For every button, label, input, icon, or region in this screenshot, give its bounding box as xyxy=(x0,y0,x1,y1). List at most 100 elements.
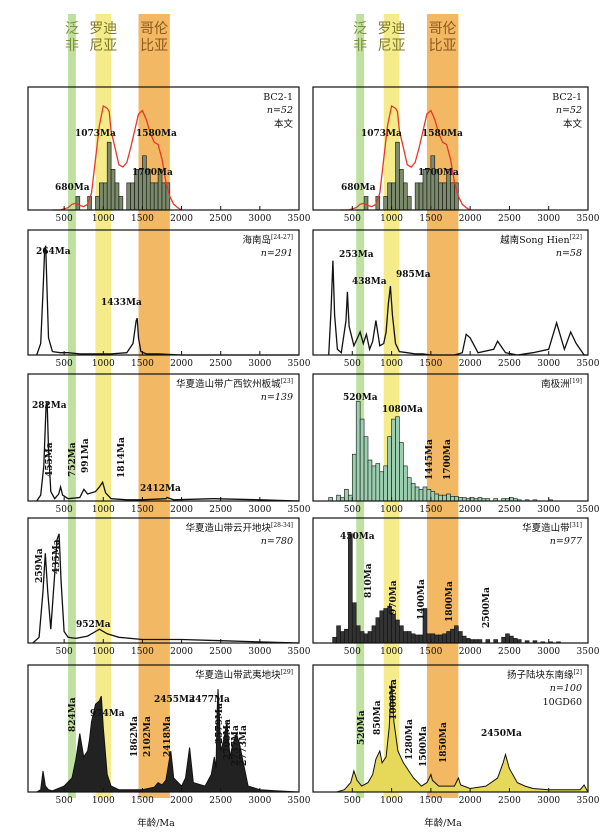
bin xyxy=(454,625,459,644)
bin xyxy=(118,196,124,211)
bin xyxy=(348,494,353,502)
bin xyxy=(142,155,147,211)
panel-n: n=52 xyxy=(267,105,293,116)
bin xyxy=(438,494,443,502)
band-label-fan: 泛 xyxy=(65,21,79,37)
bin xyxy=(430,633,436,644)
x-tick-label: 2500 xyxy=(498,214,521,224)
peak-label: 1850Ma xyxy=(439,722,449,763)
x-tick-label: 500 xyxy=(56,796,73,806)
bin xyxy=(406,631,412,644)
band-label-rodinia: 尼亚 xyxy=(378,38,406,54)
peak-label: 850Ma xyxy=(373,700,383,735)
bin xyxy=(344,488,349,502)
panel-frame xyxy=(27,373,300,502)
x-tick-label: 3500 xyxy=(577,796,600,806)
x-tick-label: 500 xyxy=(344,214,361,224)
bin xyxy=(426,488,432,502)
peak-label: 1862Ma xyxy=(130,716,140,757)
bin xyxy=(406,477,412,502)
x-tick-label: 1000 xyxy=(92,796,115,806)
peak-label: 2500Ma xyxy=(482,587,492,628)
peak-label: 1580Ma xyxy=(422,129,463,139)
x-tick-label: 1500 xyxy=(419,647,442,657)
peak-label: 1080Ma xyxy=(382,405,423,415)
bin xyxy=(110,169,116,211)
x-tick-label: 1000 xyxy=(92,214,115,224)
peak-label: 2418Ma xyxy=(163,716,173,757)
bin xyxy=(414,634,420,644)
panel-subtitle: 本文 xyxy=(274,118,294,130)
bin xyxy=(395,416,400,502)
band-label-fan: 非 xyxy=(65,38,79,54)
bin xyxy=(434,634,440,644)
bin xyxy=(363,633,369,644)
bin xyxy=(363,436,369,502)
bin xyxy=(336,625,341,644)
panel-title: 华夏造山带广西钦州板城[23] xyxy=(176,378,293,390)
peak-label: 1433Ma xyxy=(101,298,142,308)
x-tick-label: 2500 xyxy=(498,505,521,515)
peak-label: 1073Ma xyxy=(361,129,402,139)
peak-label: 2773Ma xyxy=(239,725,249,766)
bin xyxy=(348,533,353,644)
bin xyxy=(410,633,416,644)
panel-title: 华夏造山带云开地块[28-34] xyxy=(186,522,294,534)
x-tick-label: 2000 xyxy=(459,359,482,369)
peak-label: 2579Ma xyxy=(215,703,225,744)
panel-5: 500 1000 1500 2000 2500 3000 3500 华夏造山带武夷地块[29]… xyxy=(27,664,311,806)
ref: [22] xyxy=(570,234,582,241)
bin xyxy=(430,155,436,211)
band-label-columbia: 比亚 xyxy=(140,38,168,54)
x-tick-label: 3000 xyxy=(248,214,271,224)
peak-label: 1580Ma xyxy=(136,129,177,139)
bin xyxy=(403,465,408,502)
panel-frame xyxy=(312,517,589,644)
density-curve xyxy=(52,104,182,211)
bin xyxy=(344,628,349,644)
x-tick-label: 2000 xyxy=(459,505,482,515)
peak-label: 1073Ma xyxy=(75,129,116,139)
bin xyxy=(442,494,447,502)
panel-subtitle: 10GD60 xyxy=(543,697,582,708)
bin xyxy=(430,491,436,502)
peak-label: 259Ma xyxy=(35,548,45,583)
bin xyxy=(418,182,424,211)
bin xyxy=(126,182,131,211)
density-curve xyxy=(336,680,589,793)
bin xyxy=(442,633,447,644)
peak-label: 752Ma xyxy=(68,442,78,477)
x-tick-label: 2000 xyxy=(459,647,482,657)
band-label-fan: 非 xyxy=(353,38,367,54)
band-label-columbia: 哥伦 xyxy=(140,21,168,37)
bin xyxy=(391,182,396,211)
bin xyxy=(434,493,440,502)
x-tick-label: 3000 xyxy=(248,359,271,369)
peak-label: 282Ma xyxy=(32,401,67,411)
bin xyxy=(336,494,341,502)
peak-label: 974Ma xyxy=(90,709,125,719)
bin xyxy=(450,628,455,644)
x-tick-label: 2500 xyxy=(498,647,521,657)
bin xyxy=(367,459,373,502)
panel-10: 500 1000 1500 2000 2500 3000 3500 扬子陆块东南缘[2] n=1… xyxy=(312,664,600,806)
panel-title: 海南岛[24-27] xyxy=(243,234,294,246)
ref: [19] xyxy=(570,378,582,385)
bin xyxy=(442,182,447,211)
bin xyxy=(351,602,357,644)
bin xyxy=(438,182,443,211)
panel-n: n=977 xyxy=(550,536,583,547)
peak-label: 1280Ma xyxy=(405,719,415,760)
bin xyxy=(153,182,159,211)
bin xyxy=(450,496,455,502)
x-tick-label: 500 xyxy=(56,647,73,657)
panel-4: 500 1000 1500 2000 2500 3000 3500 华夏造山带云开地块[28-… xyxy=(27,517,311,657)
x-tick-label: 1500 xyxy=(419,505,442,515)
bin xyxy=(99,182,104,211)
x-tick-label: 1500 xyxy=(131,647,154,657)
bin xyxy=(379,610,385,644)
bin xyxy=(371,465,377,502)
x-tick-label: 3500 xyxy=(577,214,600,224)
peak-label: 952Ma xyxy=(76,620,111,630)
panel-title: 华夏造山带[31] xyxy=(522,522,582,534)
